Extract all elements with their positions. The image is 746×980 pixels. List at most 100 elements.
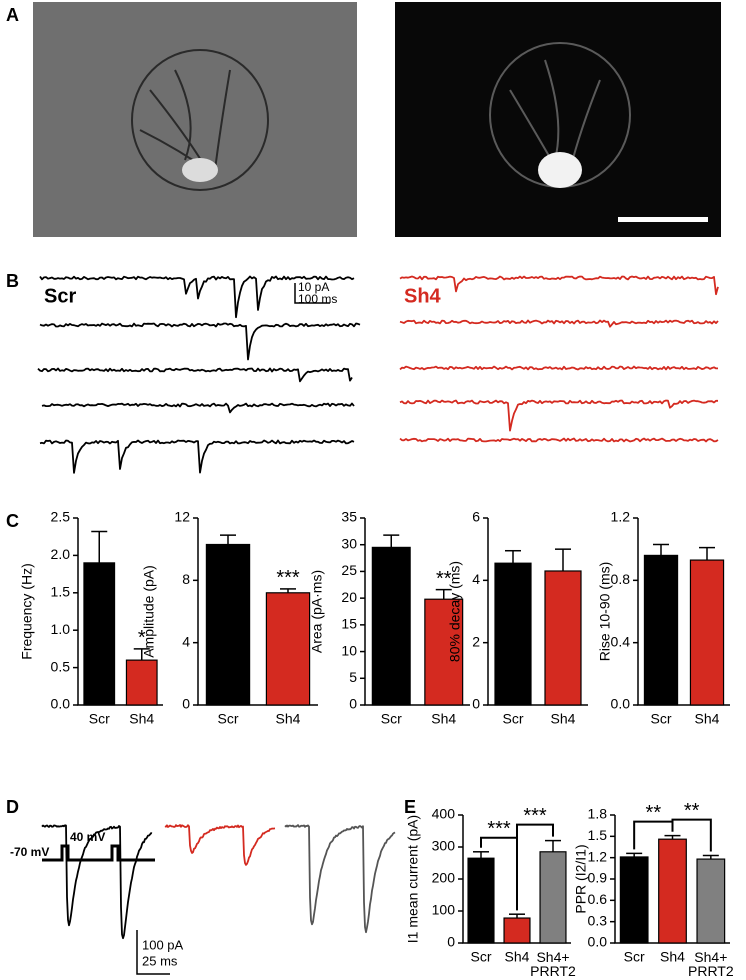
y-tick-label: 0.0 (611, 696, 631, 712)
bar (371, 546, 411, 706)
bracket (516, 823, 554, 911)
y-tick-label: 200 (432, 870, 456, 886)
bar (494, 562, 532, 706)
bar (658, 838, 687, 944)
bar (544, 570, 582, 706)
x-tick-label: Sh4+ PRRT2 (530, 949, 576, 979)
scale-label: 10 pA (298, 280, 329, 294)
trace (284, 824, 396, 934)
significance: *** (276, 567, 300, 589)
trace (399, 399, 718, 432)
y-tick-label: 0 (182, 696, 190, 712)
bar (689, 559, 725, 706)
y-tick-label: 0.0 (588, 934, 608, 950)
protocol-label: -70 mV (10, 845, 49, 859)
voltage-protocol (42, 844, 155, 862)
x-tick-label: Sh4 (505, 949, 530, 965)
x-tick-label: Sh4 (276, 711, 301, 727)
bar (503, 917, 531, 944)
significance: ** (646, 802, 662, 824)
x-tick-label: Scr (89, 711, 110, 727)
trace (399, 437, 719, 443)
x-tick-label: Scr (651, 711, 672, 727)
trace (39, 439, 355, 474)
significance: ** (684, 800, 700, 822)
y-tick-label: 0.6 (588, 891, 608, 907)
trace (399, 275, 719, 296)
x-tick-label: Sh4 (431, 711, 456, 727)
x-tick-label: Scr (218, 711, 239, 727)
neuron-phase (131, 49, 269, 191)
panel-letter: E (404, 797, 416, 817)
y-tick-label: 2 (472, 633, 480, 649)
y-axis-label: Amplitude (pA) (141, 565, 157, 658)
y-tick-label: 0.3 (588, 912, 608, 928)
bar (696, 858, 726, 944)
y-tick-label: 12 (174, 509, 190, 525)
y-tick-label: 2.0 (51, 546, 71, 562)
x-tick-label: Sh4+ PRRT2 (688, 949, 734, 979)
x-tick-label: Scr (471, 949, 492, 965)
y-tick-label: 0.0 (51, 696, 71, 712)
significance: *** (523, 805, 547, 827)
trace (37, 367, 353, 383)
scale-label: 100 pA (142, 937, 184, 952)
bar (125, 659, 158, 706)
y-tick-label: 1.5 (588, 827, 608, 843)
y-tick-label: 25 (341, 562, 357, 578)
trace (39, 275, 355, 319)
y-tick-label: 0.8 (611, 571, 631, 587)
y-tick-label: 0 (349, 696, 357, 712)
panel-letter: D (6, 797, 19, 817)
x-tick-label: Scr (503, 711, 524, 727)
significance: * (138, 627, 146, 649)
group-label: Sh4 (404, 285, 442, 307)
y-axis-label: Area (pA·ms) (309, 570, 325, 653)
bar (619, 856, 649, 944)
significance: *** (487, 818, 511, 840)
y-tick-label: 20 (341, 589, 357, 605)
traces (37, 275, 719, 940)
y-tick-label: 100 (432, 902, 456, 918)
y-tick-label: 1.2 (588, 848, 608, 864)
group-label: Scr (44, 285, 76, 307)
x-tick-label: Sh4 (551, 711, 576, 727)
trace (41, 402, 355, 414)
bar (424, 598, 464, 706)
soma (182, 158, 218, 182)
y-axis-label: Frequency (Hz) (19, 563, 35, 659)
trace (41, 824, 153, 940)
y-tick-label: 8 (182, 571, 190, 587)
scale-bar (294, 283, 330, 304)
y-tick-label: 1.8 (588, 806, 608, 822)
bracket (671, 818, 712, 852)
bar (467, 857, 495, 944)
significance: ** (436, 568, 452, 590)
bar (205, 543, 251, 706)
x-tick-label: Sh4 (129, 711, 154, 727)
y-tick-label: 0 (472, 696, 480, 712)
y-tick-label: 0.9 (588, 870, 608, 886)
trace (399, 365, 718, 371)
y-tick-label: 15 (341, 616, 357, 632)
bar (265, 592, 311, 706)
y-tick-label: 2.5 (51, 509, 71, 525)
y-tick-label: 10 (341, 642, 357, 658)
scale-label: 25 ms (142, 953, 178, 968)
y-tick-label: 1.0 (51, 621, 71, 637)
soma (538, 152, 582, 188)
y-axis-label: I1 mean current (pA) (405, 815, 421, 943)
trace (164, 824, 276, 866)
y-tick-label: 6 (472, 509, 480, 525)
scale-label: 100 ms (298, 292, 337, 306)
y-tick-label: 1.5 (51, 584, 71, 600)
scale-bar (136, 930, 170, 975)
y-axis-label: Rise 10-90 (ms) (597, 562, 613, 662)
x-tick-label: Scr (381, 711, 402, 727)
panel-letter: C (6, 511, 19, 531)
y-axis-label: 80% decay (ms) (447, 561, 463, 662)
y-tick-label: 5 (349, 669, 357, 685)
panel-letter: A (6, 5, 19, 25)
x-tick-label: Sh4 (660, 949, 685, 965)
